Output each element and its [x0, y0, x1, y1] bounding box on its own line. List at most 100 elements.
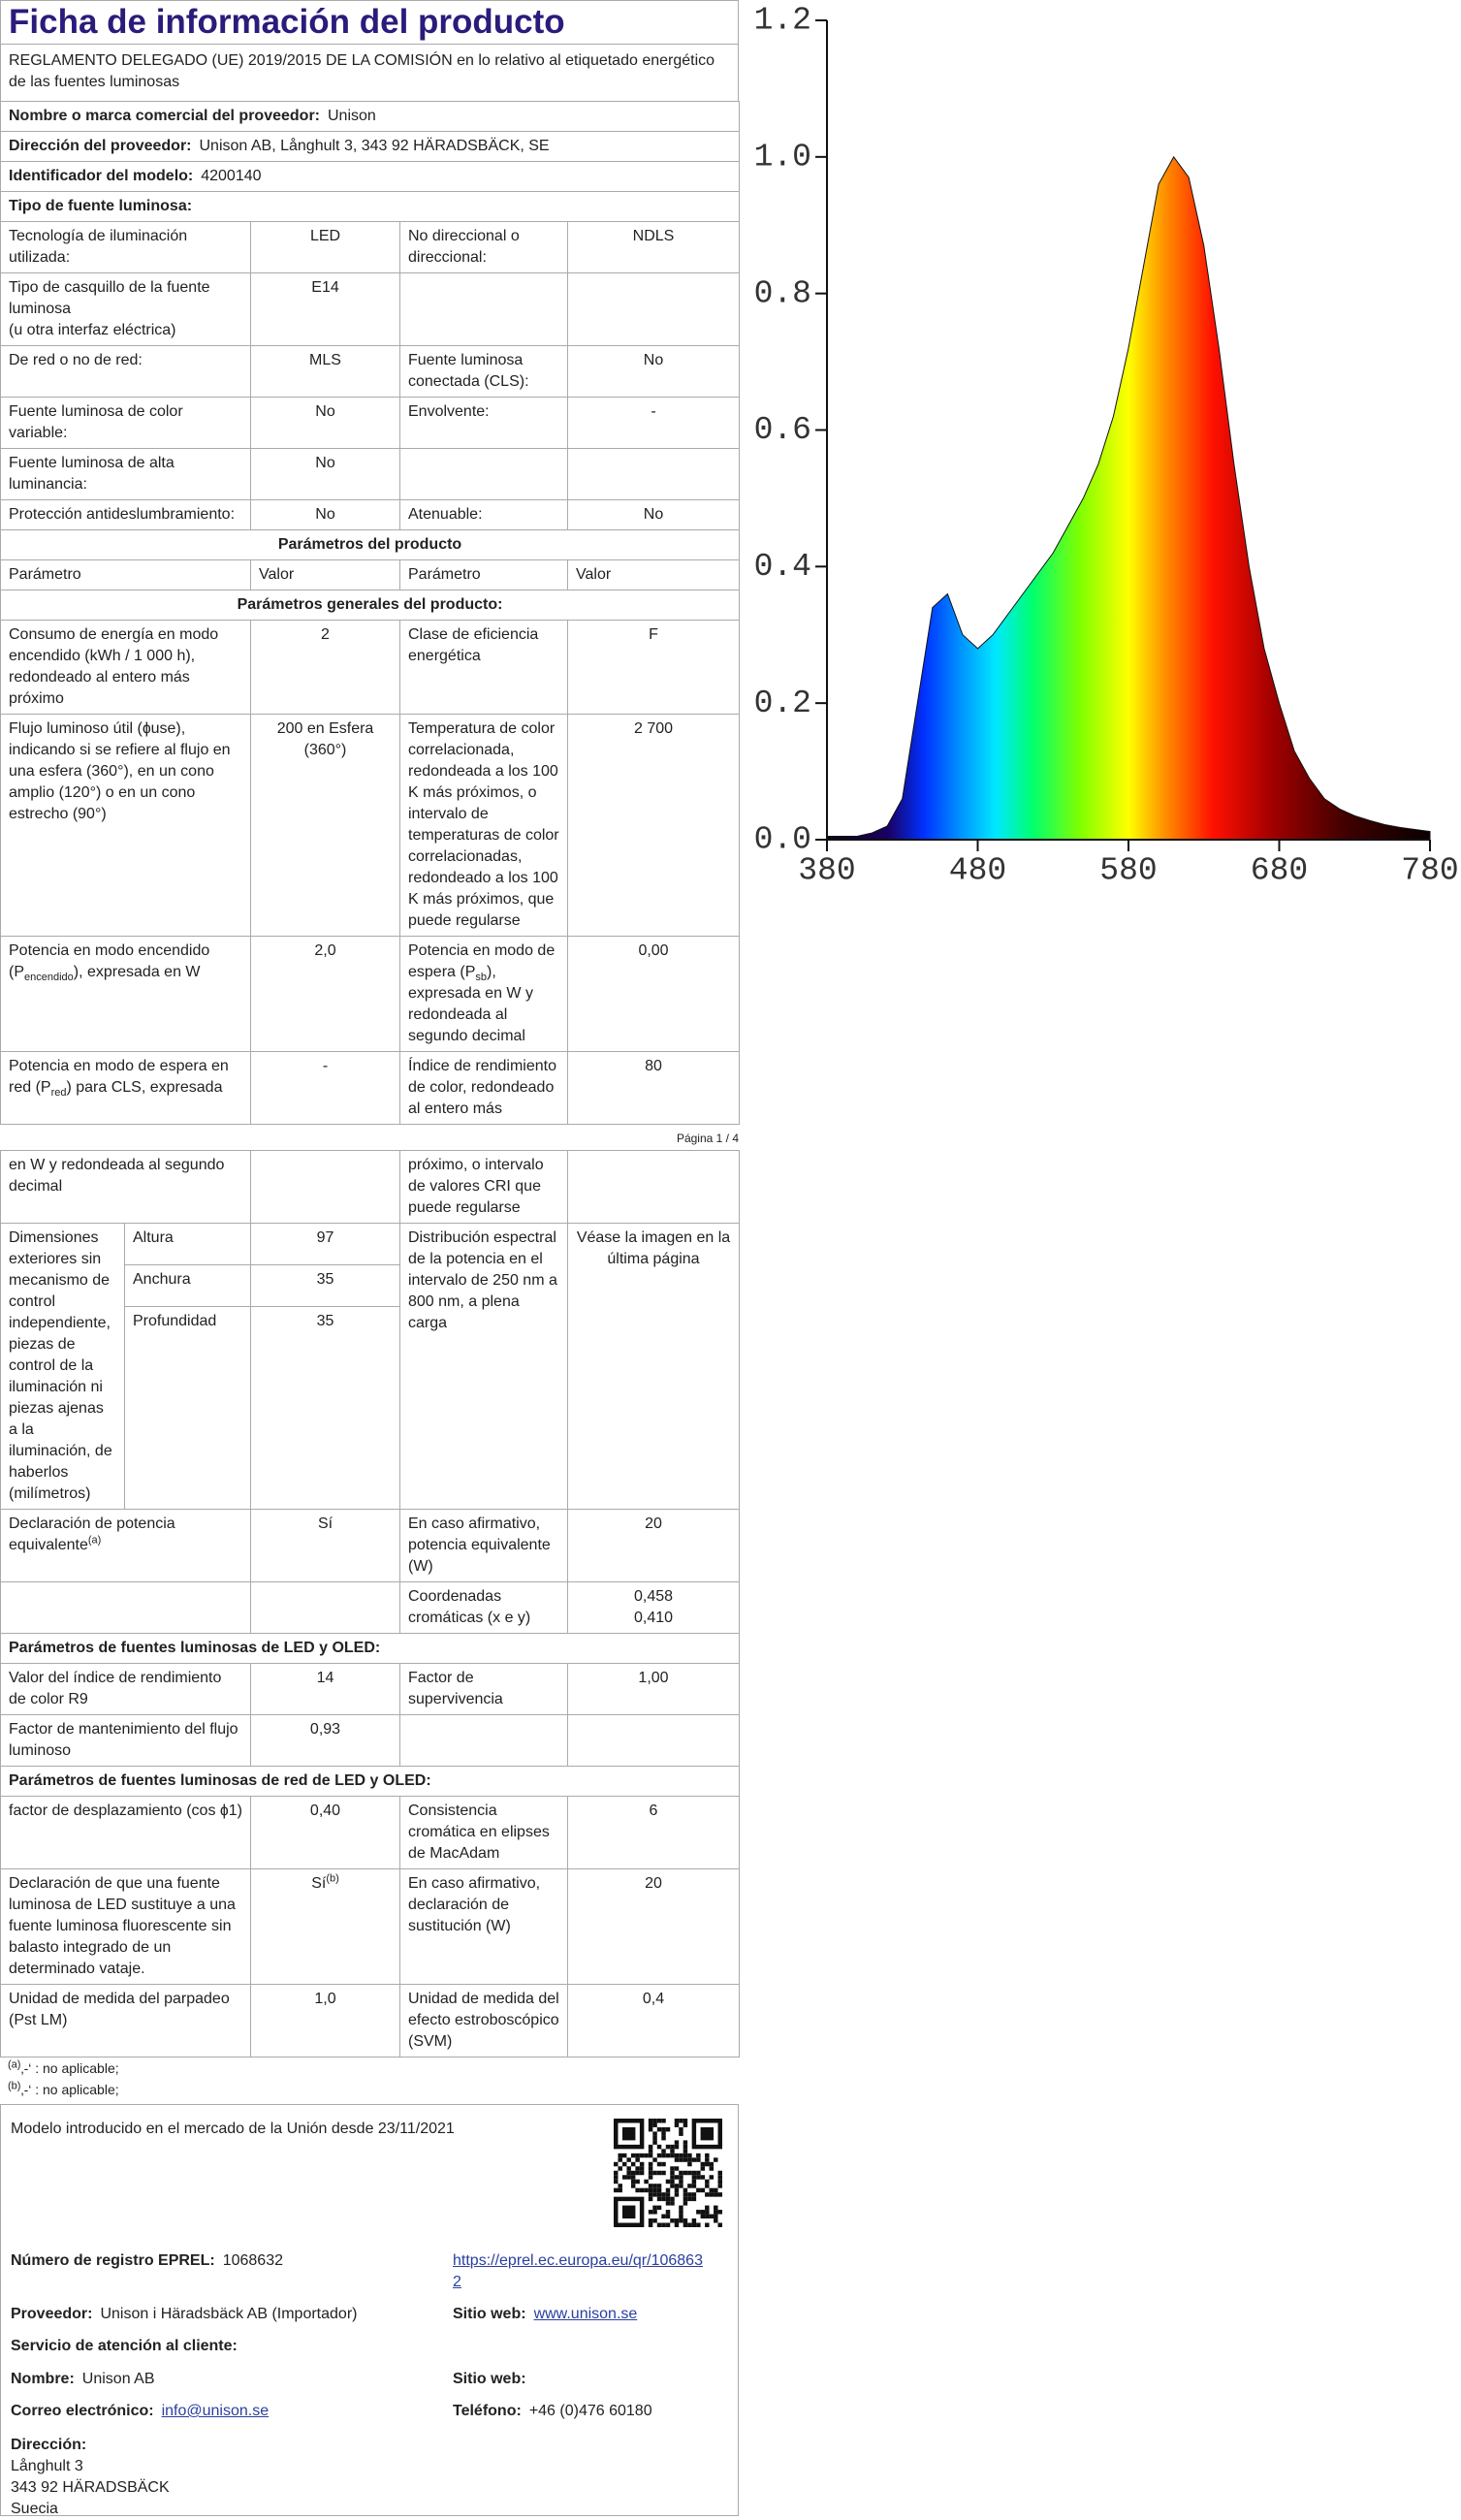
cell-text: 0,93 [309, 1721, 341, 1738]
qr-module [670, 2179, 675, 2185]
qr-module [665, 2179, 671, 2185]
qr-module [691, 2179, 697, 2185]
value-cell: No [250, 397, 400, 449]
cell-text: Envolvente: [408, 403, 490, 420]
qr-module [691, 2157, 697, 2162]
param-cell: Fuente luminosa de alta luminancia: [0, 448, 251, 500]
x-tick-label: 680 [1251, 853, 1308, 889]
qr-module [670, 2196, 675, 2202]
param-cell: Declaración de que una fuente luminosa d… [0, 1868, 251, 1985]
qr-module [709, 2175, 715, 2180]
value-cell [566, 448, 741, 500]
dimension-value: 35 [250, 1306, 400, 1510]
param-cell: Atenuable: [399, 499, 568, 530]
cell-text: En caso afirmativo, declaración de susti… [408, 1875, 541, 1934]
qr-module [670, 2184, 675, 2188]
cell-text: No [643, 506, 664, 523]
qr-module [683, 2222, 688, 2227]
qr-module [700, 2214, 706, 2219]
footnote-text: ‚-‘ : no aplicable; [20, 2082, 119, 2097]
cell-text: 0,40 [309, 1802, 341, 1819]
qr-module [691, 2170, 697, 2176]
address-line: 343 92 HÄRADSBÄCK [11, 2479, 170, 2496]
regulation: REGLAMENTO DELEGADO (UE) 2019/2015 DE LA… [0, 44, 739, 101]
param-cell: Unidad de medida del efecto estroboscópi… [399, 1984, 568, 2057]
qr-module [696, 2187, 701, 2193]
spectrum-chart: 0.0 0.2 0.4 0.6 0.8 1.0 1.2 380 480 580 680 780 [754, 3, 1459, 889]
qr-module [717, 2179, 722, 2185]
qr-module [674, 2192, 680, 2197]
qr-module [674, 2166, 680, 2171]
cell-text: próximo, o intervalo de valores CRI que … [408, 1157, 544, 1216]
param-cell: Consumo de energía en modo encendido (kW… [0, 620, 251, 715]
param-cell: Clase de eficiencia energética [399, 620, 568, 715]
qr-module [648, 2149, 653, 2153]
qr-module [621, 2161, 627, 2167]
qr-module [714, 2205, 718, 2211]
heading-row: Parámetros de fuentes luminosas de red d… [0, 1766, 740, 1797]
qr-module [661, 2126, 666, 2132]
cell-text: Índice de rendimiento de color, redondea… [408, 1058, 556, 1117]
qr-module [691, 2192, 697, 2197]
qr-module [700, 2126, 715, 2141]
cell-text: 2 [321, 626, 330, 643]
qr-module [714, 2218, 718, 2223]
qr-module [648, 2210, 653, 2215]
qr-module [648, 2196, 653, 2202]
row: Protección antideslumbramiento: No Atenuab… [0, 499, 741, 530]
sup-text: (b) [326, 1872, 339, 1885]
value-cell: 80 [566, 1051, 741, 1125]
footnotes: (a)‚-‘ : no aplicable; (b)‚-‘ : no aplica… [0, 2057, 739, 2100]
qr-module [665, 2222, 671, 2227]
field-value[interactable]: info@unison.se [161, 2403, 270, 2419]
qr-module [614, 2161, 619, 2167]
cell-text: De red o no de red: [9, 352, 143, 368]
qr-module [656, 2192, 662, 2197]
qr-module [656, 2184, 662, 2188]
qr-module [656, 2126, 662, 2132]
cell-text: Unidad de medida del efecto estroboscópi… [408, 1991, 559, 2050]
tbody: Nombre o marca comercial del proveedor: … [0, 101, 741, 1125]
qr-module [621, 2126, 636, 2141]
qr-module [683, 2153, 688, 2158]
page-footer: Página 1 / 4 [676, 1132, 739, 1145]
qr-module [618, 2157, 622, 2162]
qr-module [679, 2153, 683, 2158]
field-value[interactable]: www.unison.se [533, 2306, 638, 2322]
row: Potencia en modo de espera en red (Pred)… [0, 1051, 741, 1125]
qr-module [635, 2170, 640, 2176]
qr-module [652, 2184, 657, 2188]
param-cell: Valor del índice de rendimiento de color… [0, 1663, 251, 1715]
cell-text: Fuente luminosa conectada (CLS): [408, 352, 529, 390]
heading: Parámetros del producto [0, 529, 741, 560]
param-cell [399, 448, 568, 500]
value-cell: 0,40 [250, 1796, 400, 1869]
field-value: 1068632 [222, 2252, 283, 2269]
qr-module [696, 2222, 701, 2227]
qr-module [705, 2222, 710, 2227]
qr-module [648, 2119, 653, 2123]
value-cell: No [566, 499, 741, 530]
param-cell: Potencia en modo encendido (Pencendido),… [0, 936, 251, 1052]
cell-text: Factor de mantenimiento del flujo lumino… [9, 1721, 238, 1759]
qr-module [696, 2175, 701, 2180]
cell-text: Temperatura de color correlacionada, red… [408, 720, 559, 929]
footnote-text: ‚-‘ : no aplicable; [20, 2060, 119, 2076]
qr-module [644, 2187, 649, 2193]
column-header: Parámetro [399, 559, 568, 590]
value-cell: 6 [567, 1796, 740, 1869]
qr-module [652, 2192, 657, 2197]
qr-module [661, 2135, 666, 2141]
qr-module [652, 2210, 657, 2215]
qr-module [661, 2214, 666, 2219]
value-cell: 1,0 [250, 1984, 400, 2057]
qr-module [674, 2157, 680, 2162]
cell-text: 20 [645, 1515, 662, 1532]
qr-module [696, 2210, 701, 2215]
eprel-link[interactable]: https://eprel.ec.europa.eu/qr/1068632 [453, 2252, 703, 2290]
value-cell: 20 [567, 1868, 740, 1985]
heading: Parámetros de fuentes luminosas de red d… [0, 1766, 740, 1797]
qr-module [614, 2179, 619, 2185]
cell-text: Consistencia cromática en elipses de Mac… [408, 1802, 550, 1862]
field: Número de registro EPREL: 1068632 [11, 2250, 437, 2272]
